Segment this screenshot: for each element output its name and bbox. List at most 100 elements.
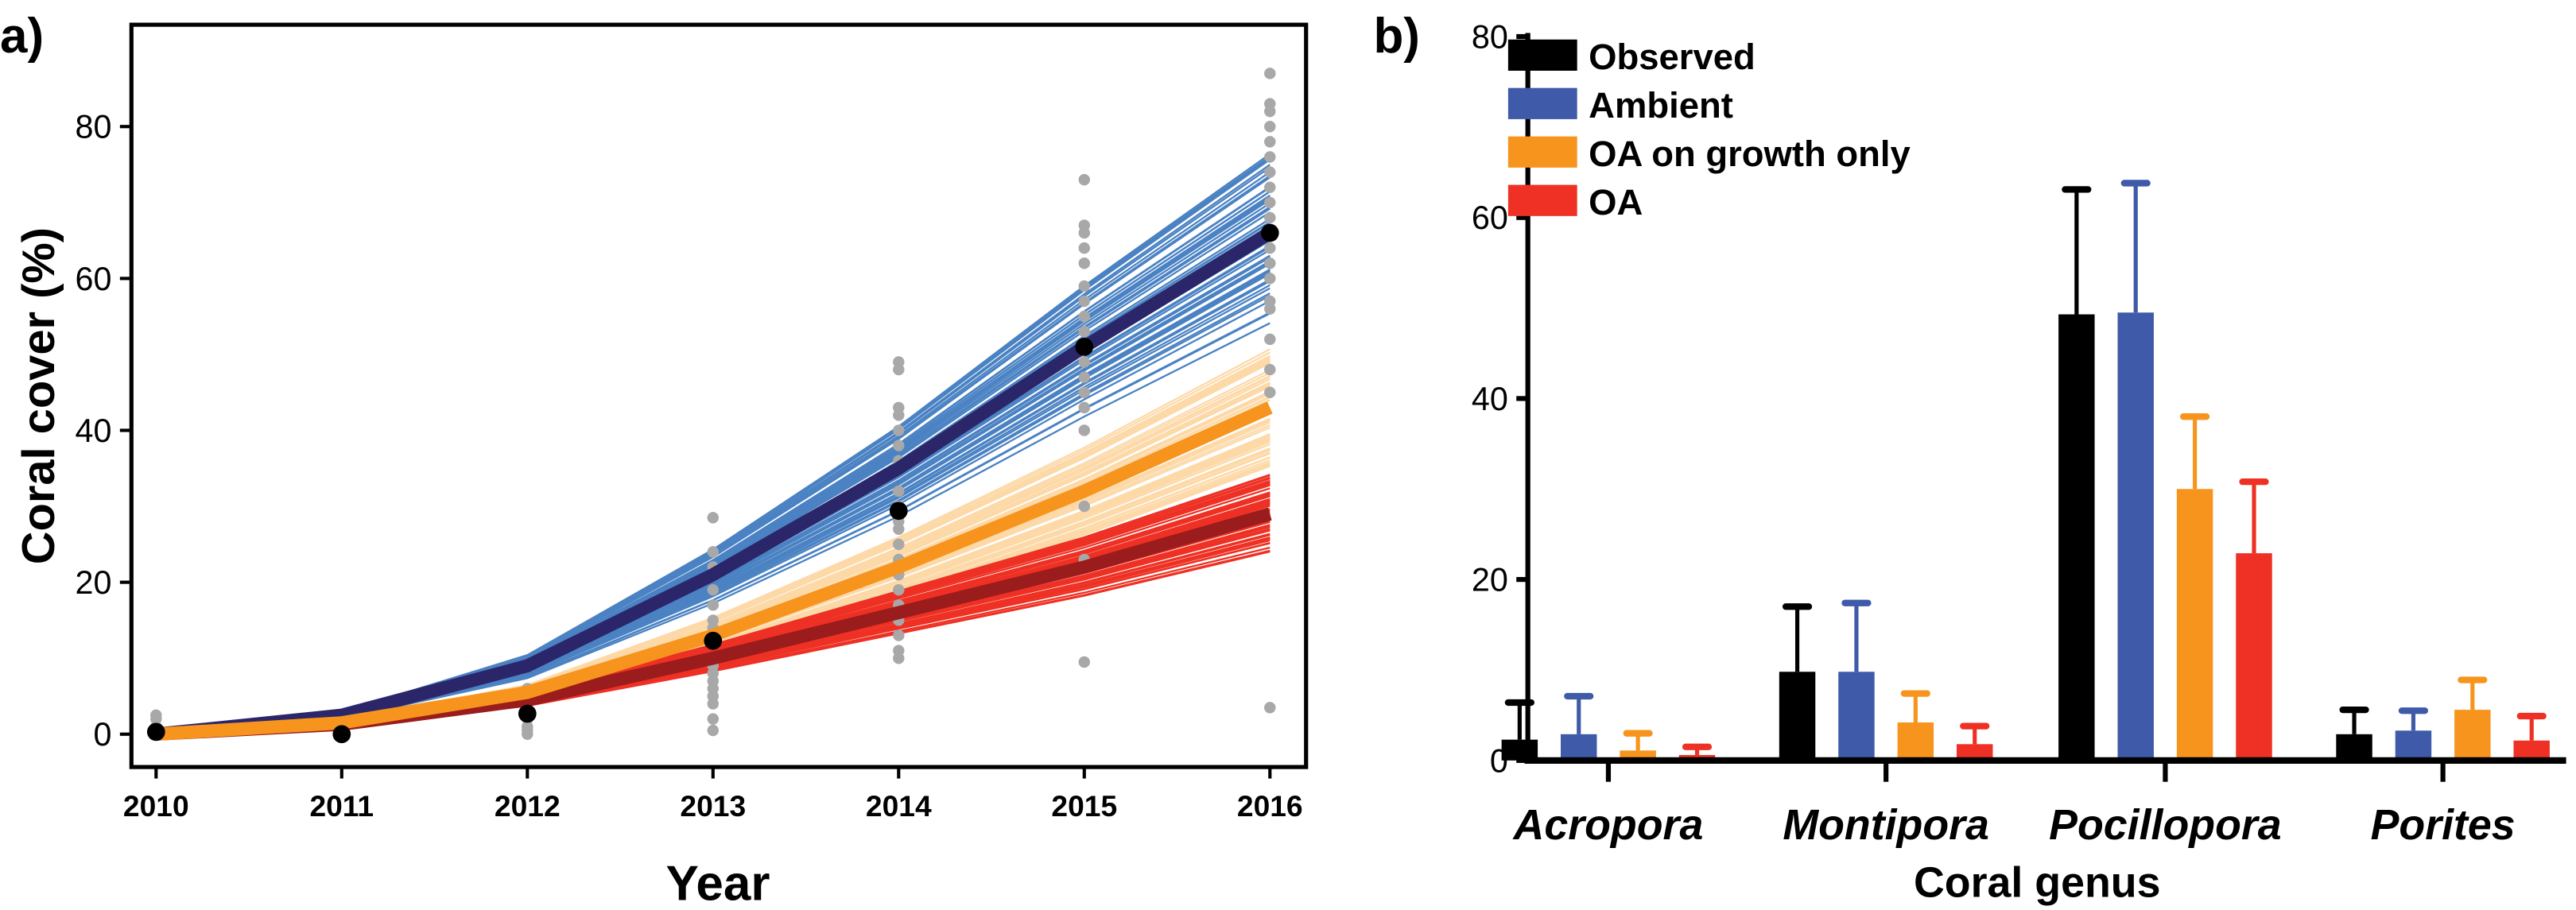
y-tick-label: 0 (1490, 742, 1508, 779)
observation-point (1264, 295, 1276, 308)
observation-point (1264, 68, 1276, 79)
observation-point (1264, 121, 1276, 133)
observation-point (893, 401, 905, 414)
observation-point (1078, 258, 1091, 269)
x-ticks: 2010 2011 2012 2013 2014 2015 2016 (123, 767, 1303, 823)
y-tick-label: 20 (76, 564, 112, 601)
bar-oa-on-growth-only (2454, 710, 2491, 761)
bar-ambient (1838, 672, 1875, 761)
observation-point (1264, 98, 1276, 110)
x-tick-label: 2015 (1051, 789, 1117, 823)
observation-point (1078, 310, 1091, 323)
legend-label: OA (1589, 182, 1643, 223)
x-tick-label: 2014 (866, 789, 932, 823)
x-tick-label: 2011 (309, 789, 374, 823)
observed-mean-point (704, 631, 723, 650)
bar-observed (1501, 739, 1538, 761)
observation-point (893, 485, 905, 498)
observation-point (893, 538, 905, 551)
bar-oa (2236, 553, 2272, 761)
observed-mean-point (1075, 338, 1094, 356)
x-tick-label: Pocillopora (2049, 801, 2282, 849)
bar-oa (1956, 744, 1993, 761)
x-tick-label: 2010 (123, 789, 189, 823)
bar-ambient (2117, 312, 2154, 761)
y-tick-label: 80 (76, 109, 112, 145)
observation-point (1078, 295, 1091, 308)
panel-a-label: a) (0, 9, 44, 64)
observation-point (1078, 386, 1091, 398)
x-axis-label: Coral genus (1914, 858, 2160, 906)
bars (1501, 180, 2550, 761)
legend-swatch (1507, 87, 1577, 119)
y-tick-label: 80 (1472, 18, 1508, 55)
x-axis-label: Year (666, 856, 770, 910)
observation-point (893, 645, 905, 656)
bar-oa (2513, 740, 2550, 761)
y-tick-label: 20 (1472, 562, 1508, 598)
observation-point (1264, 151, 1276, 163)
legend-swatch (1507, 136, 1577, 168)
x-tick-label: 2013 (680, 789, 746, 823)
bar-ambient (2395, 730, 2432, 761)
observation-point (707, 713, 720, 725)
observation-point (707, 512, 720, 524)
observation-point (1264, 196, 1276, 209)
observation-point (1264, 181, 1276, 193)
observation-point (1078, 326, 1091, 338)
observation-point (707, 546, 720, 558)
y-ticks: 0 20 40 60 80 (1472, 18, 1528, 779)
observation-point (1264, 386, 1276, 398)
observation-point (1264, 333, 1276, 346)
y-tick-label: 60 (76, 261, 112, 297)
observation-point (893, 440, 905, 451)
observation-point (893, 583, 905, 596)
x-tick-label: Porites (2371, 801, 2516, 849)
observation-point (1078, 656, 1091, 668)
observation-point (1264, 363, 1276, 376)
observation-point (1078, 280, 1091, 292)
observation-point (1078, 500, 1091, 513)
legend-label: Ambient (1589, 85, 1733, 126)
observed-mean-point (332, 725, 351, 744)
observation-point (1264, 242, 1276, 254)
x-tick-label: Montipora (1783, 801, 1989, 849)
observation-point (707, 583, 720, 596)
x-tick-label: 2012 (495, 789, 561, 823)
bar-observed (2336, 734, 2372, 761)
legend-swatch (1507, 39, 1577, 71)
observation-point (1078, 219, 1091, 231)
y-tick-label: 40 (76, 412, 112, 449)
observed-mean-point (146, 722, 165, 742)
bar-observed (1779, 672, 1816, 761)
y-axis-label: Coral cover (%) (14, 227, 64, 564)
y-tick-label: 40 (1472, 381, 1508, 417)
y-ticks: 0 20 40 60 80 (76, 109, 132, 753)
observation-point (707, 614, 720, 626)
observation-point (707, 599, 720, 611)
legend-label: OA on growth only (1589, 134, 1911, 174)
mean-lines (146, 223, 1279, 744)
y-tick-label: 0 (94, 716, 112, 753)
observation-point (1264, 166, 1276, 178)
observation-point (893, 424, 905, 436)
observation-point (707, 724, 720, 737)
observation-point (893, 629, 905, 641)
observation-point (1264, 702, 1276, 714)
observation-point (1078, 424, 1091, 436)
y-tick-label: 60 (1472, 199, 1508, 236)
observation-point (1078, 401, 1091, 414)
observation-point (1264, 211, 1276, 224)
observed-mean-point (889, 501, 908, 521)
observation-point (1264, 273, 1276, 285)
panel-b-label: b) (1373, 9, 1420, 64)
observation-point (1264, 258, 1276, 269)
panel-a: a) 2010 2011 2012 2013 2014 2015 2016 0 20 40 60 8… (0, 9, 1309, 910)
observation-point (1078, 371, 1091, 383)
bar-oa-on-growth-only (2176, 489, 2213, 761)
observation-point (1078, 356, 1091, 368)
observation-point (150, 709, 162, 722)
x-tick-label: 2016 (1237, 789, 1303, 823)
bar-oa-on-growth-only (1897, 722, 1934, 761)
